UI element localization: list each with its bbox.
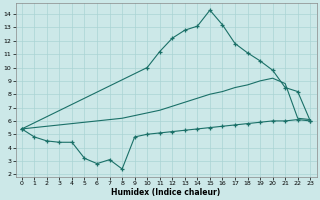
X-axis label: Humidex (Indice chaleur): Humidex (Indice chaleur): [111, 188, 221, 197]
